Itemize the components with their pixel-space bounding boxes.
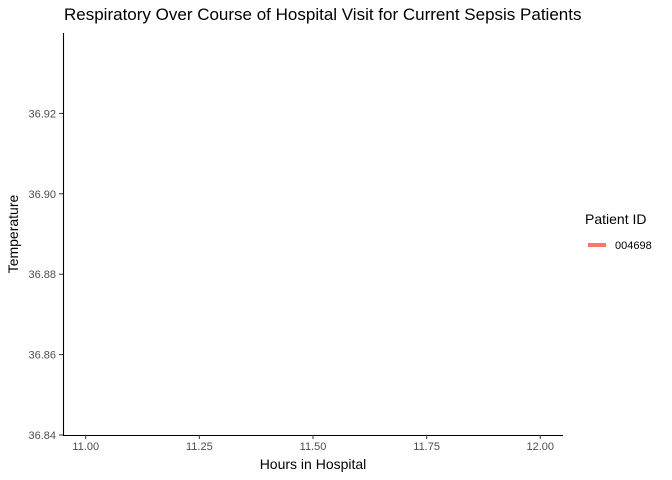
legend: Patient ID 004698: [585, 211, 652, 252]
x-tick-label: 11.25: [186, 441, 213, 453]
x-axis-ticks: 11.00 11.25 11.50 11.75 12.00: [72, 435, 554, 453]
x-tick-label: 11.75: [413, 441, 440, 453]
x-tick-label: 11.50: [300, 441, 327, 453]
x-tick-label: 11.00: [72, 441, 99, 453]
x-tick-label: 12.00: [527, 441, 555, 453]
y-axis-ticks: 36.84 36.86 36.88 36.90 36.92: [28, 108, 63, 442]
y-tick-label: 36.86: [28, 350, 56, 362]
y-tick-label: 36.88: [28, 269, 56, 281]
y-tick-label: 36.90: [28, 189, 56, 201]
y-axis-title: Temperature: [5, 194, 21, 273]
y-tick-label: 36.84: [28, 430, 56, 442]
y-tick-label: 36.92: [28, 108, 56, 120]
legend-title: Patient ID: [585, 211, 646, 227]
chart-title: Respiratory Over Course of Hospital Visi…: [64, 5, 581, 24]
legend-label-004698: 004698: [615, 240, 652, 252]
x-axis-title: Hours in Hospital: [260, 456, 367, 472]
